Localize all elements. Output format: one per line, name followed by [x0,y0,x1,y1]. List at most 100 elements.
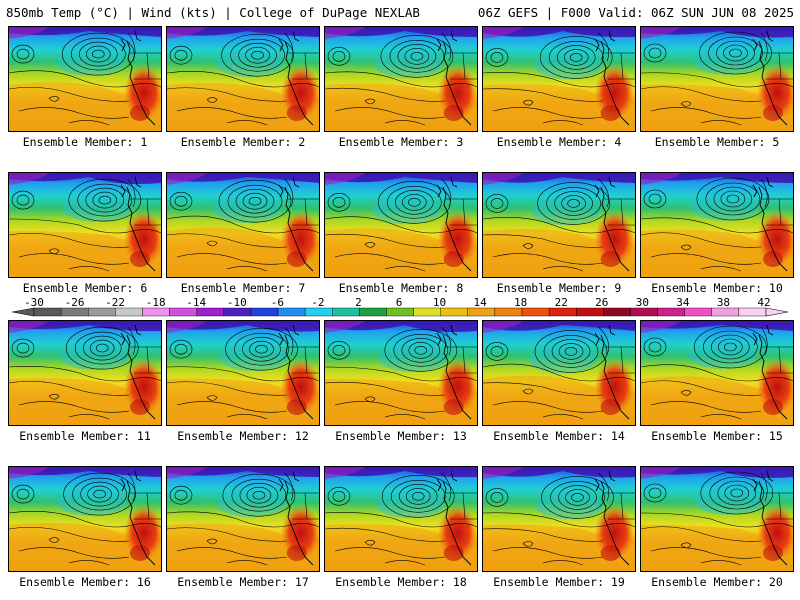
colorbar-swatch [576,307,604,317]
ensemble-member-panel: Ensemble Member: 3 [324,26,478,159]
colorbar-swatch [738,307,767,317]
ensemble-member-panel: Ensemble Member: 6 [8,172,162,305]
temperature-wind-map [166,26,320,132]
temperature-wind-map [324,320,478,426]
ensemble-member-panel: Ensemble Member: 2 [166,26,320,159]
colorbar-tick-label: 18 [514,296,528,309]
temperature-colorbar [0,296,800,320]
colorbar-tick-label: 10 [432,296,447,309]
ensemble-member-caption: Ensemble Member: 5 [654,135,780,149]
colorbar-swatch [603,307,631,317]
temperature-wind-map [166,466,320,572]
colorbar-swatch [142,307,170,317]
colorbar-tick-label: 14 [473,296,487,309]
colorbar-swatch [60,307,89,317]
colorbar-tick-label: 34 [676,296,690,309]
colorbar-tick-label: -30 [24,296,44,309]
colorbar-swatch [494,307,523,317]
ensemble-member-caption: Ensemble Member: 6 [22,281,148,295]
ensemble-member-panel: Ensemble Member: 20 [640,466,794,599]
colorbar-swatch [521,307,550,317]
temperature-wind-map [166,320,320,426]
colorbar-left-arrow [11,307,35,317]
ensemble-member-panel: Ensemble Member: 15 [640,320,794,453]
colorbar-swatch [332,307,360,317]
ensemble-member-panel: Ensemble Member: 9 [482,172,636,305]
temperature-wind-map [482,466,636,572]
colorbar-swatch [277,307,306,317]
ensemble-member-panel: Ensemble Member: 1 [8,26,162,159]
temperature-wind-map [640,172,794,278]
temperature-wind-map [8,320,162,426]
temperature-wind-map [166,172,320,278]
colorbar-swatch [548,307,577,317]
colorbar-swatch [250,307,279,317]
colorbar-tick-label: -10 [226,296,247,309]
colorbar-tick-label: 26 [595,296,609,309]
ensemble-member-panel: Ensemble Member: 12 [166,320,320,453]
colorbar-tick-label: -26 [64,296,85,309]
ensemble-member-caption: Ensemble Member: 3 [338,135,464,149]
ensemble-member-panel: Ensemble Member: 8 [324,172,478,305]
temperature-wind-map [482,26,636,132]
ensemble-member-caption: Ensemble Member: 16 [19,575,151,589]
ensemble-member-caption: Ensemble Member: 19 [493,575,625,589]
ensemble-member-panel: Ensemble Member: 10 [640,172,794,305]
colorbar-swatch [684,307,712,317]
ensemble-member-caption: Ensemble Member: 13 [335,429,467,443]
ensemble-member-caption: Ensemble Member: 11 [19,429,151,443]
temperature-wind-map [8,466,162,572]
colorbar-tick-label: 2 [355,296,362,309]
colorbar-swatch [169,307,197,317]
ensemble-member-panel: Ensemble Member: 7 [166,172,320,305]
temperature-wind-map [324,466,478,572]
ensemble-member-panel: Ensemble Member: 18 [324,466,478,599]
ensemble-member-caption: Ensemble Member: 7 [180,281,306,295]
ensemble-member-panel: Ensemble Member: 14 [482,320,636,453]
header-title-right: 06Z GEFS | F000 Valid: 06Z SUN JUN 08 20… [477,5,794,20]
colorbar-tick-label: 6 [395,296,403,309]
temperature-wind-map [8,172,162,278]
ensemble-member-panel: Ensemble Member: 19 [482,466,636,599]
colorbar-swatch [33,307,62,317]
colorbar-tick-label: -2 [311,296,325,309]
colorbar-right-arrow [765,307,789,317]
ensemble-member-caption: Ensemble Member: 8 [338,281,464,295]
ensemble-member-caption: Ensemble Member: 10 [651,281,783,295]
colorbar-swatch [440,307,468,317]
colorbar-swatch [115,307,143,317]
ensemble-member-caption: Ensemble Member: 18 [335,575,467,589]
colorbar-tick-label: -6 [270,296,284,309]
ensemble-member-caption: Ensemble Member: 4 [496,135,622,149]
temperature-wind-map [640,26,794,132]
colorbar-swatch [711,307,740,317]
ensemble-member-panel: Ensemble Member: 17 [166,466,320,599]
ensemble-member-caption: Ensemble Member: 9 [496,281,622,295]
temperature-wind-map [8,26,162,132]
ensemble-member-caption: Ensemble Member: 15 [651,429,783,443]
temperature-wind-map [482,320,636,426]
ensemble-member-panel: Ensemble Member: 11 [8,320,162,453]
colorbar-tick-label: -18 [145,296,166,309]
colorbar-swatch [223,307,252,317]
ensemble-member-caption: Ensemble Member: 12 [177,429,309,443]
ensemble-member-panel: Ensemble Member: 16 [8,466,162,599]
colorbar-tick-label: -22 [105,296,126,309]
ensemble-member-panel: Ensemble Member: 13 [324,320,478,453]
colorbar-swatch [304,307,333,317]
colorbar-tick-label: 22 [554,296,568,309]
colorbar-swatch [467,307,496,317]
colorbar-swatch [359,307,387,317]
colorbar-swatch [196,307,224,317]
colorbar-swatch [88,307,116,317]
colorbar-tick-label: 42 [757,296,771,309]
temperature-wind-map [324,26,478,132]
ensemble-member-caption: Ensemble Member: 17 [177,575,309,589]
colorbar-swatch [657,307,685,317]
ensemble-member-caption: Ensemble Member: 14 [493,429,625,443]
colorbar-swatch [413,307,441,317]
colorbar-swatch [630,307,658,317]
temperature-wind-map [324,172,478,278]
ensemble-member-caption: Ensemble Member: 1 [22,135,148,149]
ensemble-member-caption: Ensemble Member: 2 [180,135,306,149]
